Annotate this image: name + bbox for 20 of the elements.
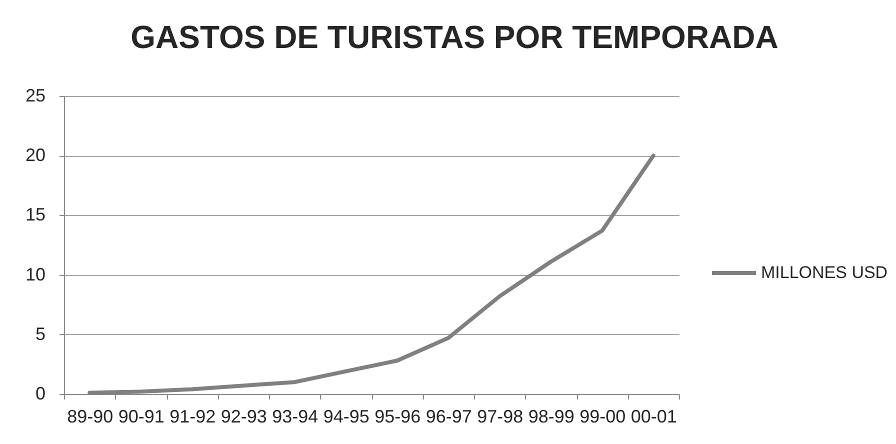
x-tick-label: 95-96 bbox=[374, 406, 421, 426]
x-tick-label: 98-99 bbox=[528, 406, 574, 426]
x-tick-label: 94-95 bbox=[323, 406, 370, 426]
x-tick-label: 91-92 bbox=[170, 406, 216, 426]
y-tick-label: 15 bbox=[25, 204, 46, 225]
y-tick-label: 5 bbox=[35, 324, 46, 344]
x-tick-label: 92-93 bbox=[220, 406, 267, 426]
y-tick-label: 10 bbox=[25, 264, 46, 284]
y-tick-label: 25 bbox=[25, 86, 46, 106]
legend-label: MILLONES USD bbox=[761, 263, 888, 282]
x-tick-label: 96-97 bbox=[426, 406, 472, 426]
x-tick-label: 93-94 bbox=[272, 406, 318, 426]
x-tick-label: 89-90 bbox=[67, 406, 114, 426]
x-tick-label: 90-91 bbox=[118, 406, 164, 426]
chart-title: GASTOS DE TURISTAS POR TEMPORADA bbox=[130, 19, 778, 55]
x-tick-label: 00-01 bbox=[630, 406, 677, 426]
y-tick-label: 0 bbox=[35, 384, 46, 404]
y-tick-label: 20 bbox=[25, 145, 46, 166]
x-tick-label: 97-98 bbox=[477, 406, 524, 426]
x-tick-label: 99-00 bbox=[580, 406, 626, 426]
